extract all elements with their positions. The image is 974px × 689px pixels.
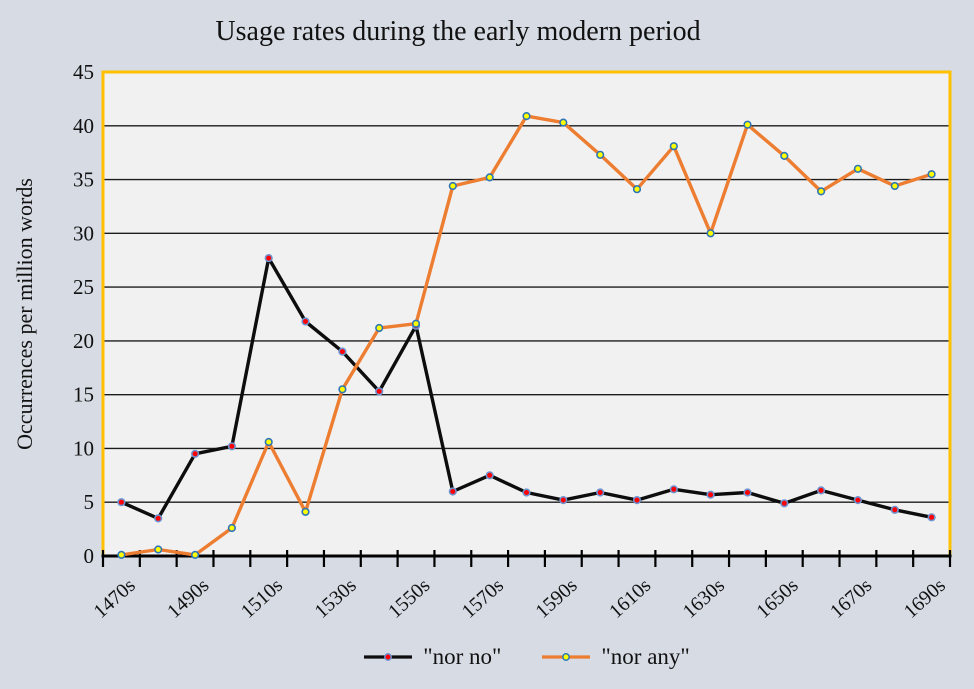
data-point <box>301 317 310 326</box>
svg-text:0: 0 <box>84 544 95 568</box>
data-point <box>669 485 678 494</box>
data-point <box>853 496 863 505</box>
legend-label: "nor any" <box>601 644 690 669</box>
data-point <box>706 490 715 499</box>
svg-text:20: 20 <box>73 329 94 353</box>
data-point <box>301 507 310 517</box>
data-point <box>596 488 605 497</box>
data-point <box>927 513 936 522</box>
svg-text:1670s: 1670s <box>826 574 876 622</box>
series-markers-0 <box>117 254 936 523</box>
data-point <box>816 187 826 196</box>
data-point <box>743 120 752 129</box>
svg-text:45: 45 <box>73 60 94 84</box>
data-point <box>264 254 273 263</box>
legend-item-nor-no: "nor no" <box>363 644 501 670</box>
data-point <box>669 142 678 151</box>
plot-area <box>103 72 950 556</box>
svg-text:35: 35 <box>73 168 94 192</box>
svg-text:1470s: 1470s <box>90 574 140 622</box>
svg-text:5: 5 <box>84 490 95 514</box>
data-point <box>890 505 899 514</box>
data-point <box>375 323 384 333</box>
data-point <box>927 170 936 179</box>
svg-text:15: 15 <box>73 383 94 407</box>
svg-text:1490s: 1490s <box>163 574 213 622</box>
data-point <box>191 449 200 458</box>
data-point <box>338 347 347 356</box>
svg-text:1550s: 1550s <box>384 574 434 622</box>
data-point <box>227 523 236 533</box>
svg-text:1690s: 1690s <box>900 574 950 622</box>
svg-text:1630s: 1630s <box>679 574 729 622</box>
svg-text:1570s: 1570s <box>458 574 508 622</box>
data-point <box>632 496 642 505</box>
x-axis-tick-labels: 1470s 1490s 1510s 1530s 1550s 1570s 1590s 1610s… <box>90 574 951 622</box>
svg-text:1610s: 1610s <box>605 574 655 622</box>
svg-text:40: 40 <box>73 114 94 138</box>
legend: "nor no" "nor any" <box>103 636 950 678</box>
data-point <box>780 151 789 160</box>
svg-text:25: 25 <box>73 275 94 299</box>
data-point <box>227 442 236 451</box>
legend-line-sample-icon <box>364 653 413 661</box>
data-point <box>448 181 457 191</box>
legend-line-sample-icon <box>542 653 591 661</box>
data-point <box>338 385 347 394</box>
data-point <box>559 496 568 505</box>
data-point <box>154 514 163 523</box>
series-markers-1 <box>117 111 936 560</box>
data-point <box>706 229 715 238</box>
data-point <box>522 111 531 121</box>
svg-text:1650s: 1650s <box>752 574 802 622</box>
svg-text:1590s: 1590s <box>531 574 581 622</box>
data-point <box>264 437 273 447</box>
data-point <box>191 550 200 560</box>
data-point <box>117 498 126 507</box>
y-axis-tick-labels: 0 5 10 15 20 25 30 35 40 45 <box>73 60 94 568</box>
data-point <box>853 164 863 173</box>
data-point <box>117 550 126 560</box>
data-point <box>743 488 752 497</box>
data-point <box>154 545 163 554</box>
data-point <box>485 173 494 182</box>
data-point <box>596 150 605 159</box>
svg-text:1510s: 1510s <box>237 574 287 622</box>
data-point <box>522 488 531 497</box>
legend-label: "nor no" <box>423 644 502 669</box>
svg-text:30: 30 <box>73 221 94 245</box>
data-point <box>780 499 789 508</box>
data-point <box>559 118 568 127</box>
svg-text:10: 10 <box>73 436 94 460</box>
data-point <box>890 181 899 191</box>
data-point <box>375 387 384 396</box>
data-point <box>632 185 642 194</box>
data-point <box>411 319 421 328</box>
chart-title: Usage rates during the early modern peri… <box>215 16 701 47</box>
legend-item-nor-any: "nor any" <box>541 644 690 670</box>
data-point <box>448 487 457 496</box>
data-point <box>816 486 826 495</box>
data-point <box>485 471 494 480</box>
svg-text:1530s: 1530s <box>310 574 360 622</box>
